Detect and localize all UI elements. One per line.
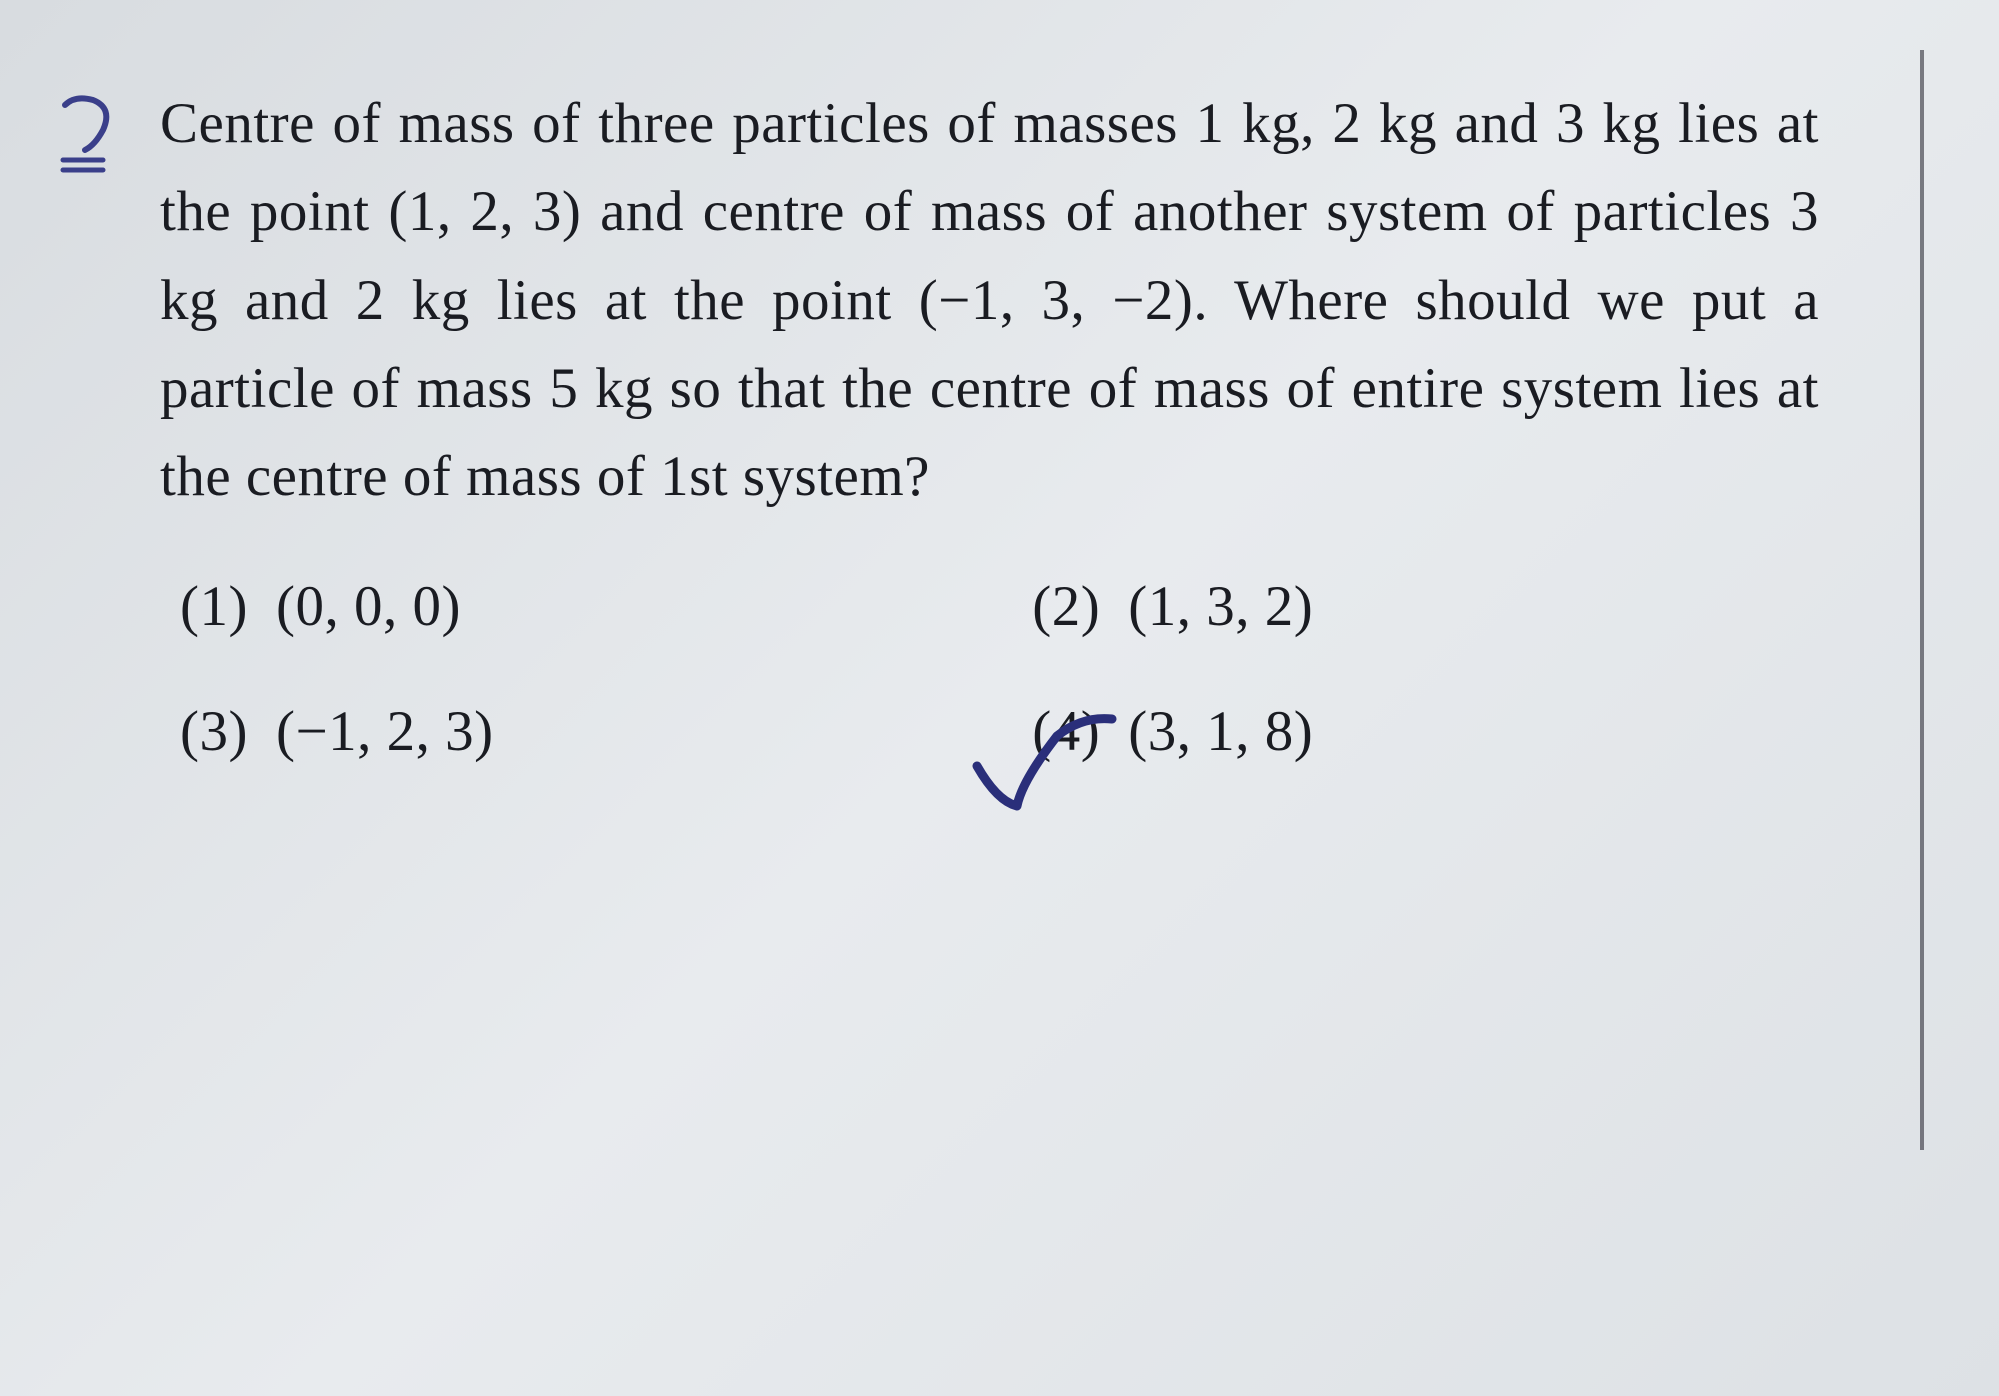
options-list: (1) (0, 0, 0) (2) (1, 3, 2) (3) (−1, 2, … (160, 567, 1879, 772)
option-4-label: (4) (1032, 692, 1100, 772)
margin-accent-mark (55, 90, 125, 180)
option-2-label: (2) (1032, 567, 1100, 647)
option-1: (1) (0, 0, 0) (180, 567, 967, 647)
options-row-1: (1) (0, 0, 0) (2) (1, 3, 2) (180, 567, 1819, 647)
option-2-value: (1, 3, 2) (1128, 567, 1313, 647)
option-2: (2) (1, 3, 2) (1032, 567, 1819, 647)
option-1-label: (1) (180, 567, 248, 647)
options-row-2: (3) (−1, 2, 3) (4) (3, 1, 8) (180, 692, 1819, 772)
option-4: (4) (3, 1, 8) (1032, 692, 1819, 772)
option-4-value: (3, 1, 8) (1128, 692, 1313, 772)
page-right-margin-rule (1920, 50, 1924, 1150)
option-3: (3) (−1, 2, 3) (180, 692, 967, 772)
option-1-value: (0, 0, 0) (276, 567, 461, 647)
option-3-label: (3) (180, 692, 248, 772)
question-text: Centre of mass of three particles of mas… (160, 80, 1879, 522)
option-3-value: (−1, 2, 3) (276, 692, 494, 772)
